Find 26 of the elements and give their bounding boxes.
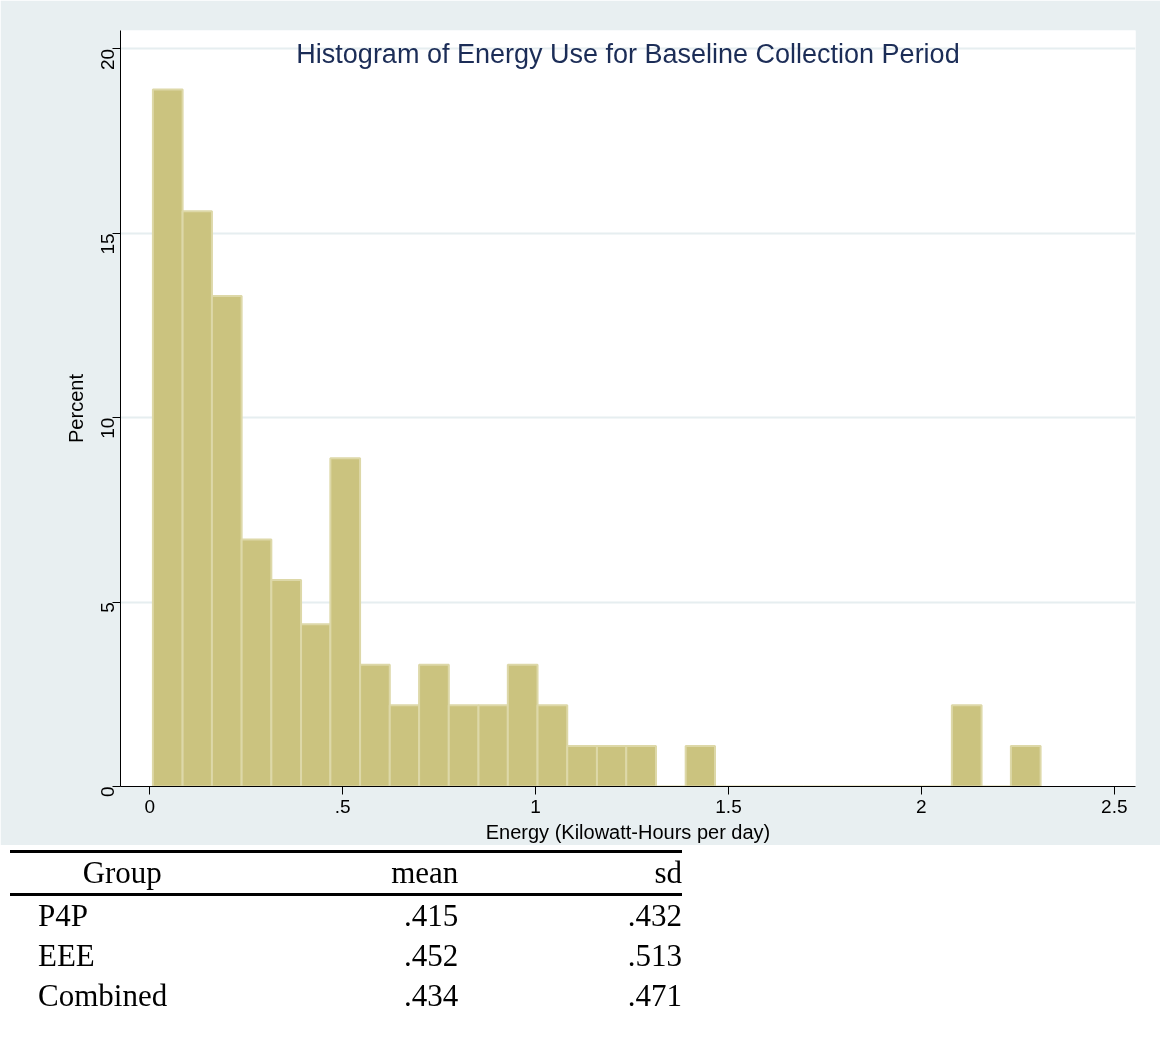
y-tick-label: 5	[97, 602, 118, 613]
text: P4P	[37, 897, 89, 935]
x-tick-label: 2.5	[1101, 795, 1128, 817]
text: EEE	[37, 937, 96, 975]
y-axis-title: Percent	[64, 373, 87, 443]
text: mean	[390, 854, 459, 892]
y-tick-label: 0	[97, 786, 118, 798]
x-tick-label: 0	[144, 795, 156, 817]
y-tick-label: 15	[97, 233, 118, 255]
x-tick-label: 1	[530, 795, 541, 817]
text: sd	[653, 854, 682, 892]
text: .513	[626, 937, 682, 975]
x-tick-label: 1.5	[715, 795, 742, 817]
chart-title: Histogram of Energy Use for Baseline Collection Period	[296, 38, 960, 69]
text: Group	[81, 854, 163, 892]
text: .434	[403, 977, 459, 1015]
x-axis-title: Energy (Kilowatt-Hours per day)	[485, 820, 771, 843]
x-tick-label: 2	[916, 795, 927, 817]
x-tick-label: .5	[334, 795, 351, 817]
text: .432	[626, 897, 682, 935]
text: .452	[403, 937, 459, 975]
text: .415	[403, 897, 459, 935]
y-tick-label: 20	[97, 48, 118, 71]
y-tick-label: 10	[97, 417, 118, 439]
text: Combined	[37, 977, 169, 1015]
text: .471	[626, 977, 682, 1015]
